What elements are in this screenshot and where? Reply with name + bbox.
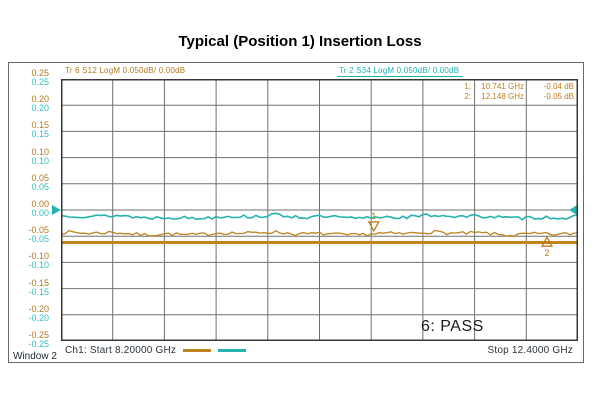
start-frequency-text: Ch1: Start 8.20000 GHz — [65, 345, 177, 356]
window-number-label: Window 2 — [13, 351, 57, 362]
stimulus-start-label: Ch1: Start 8.20000 GHz — [65, 345, 247, 356]
y-axis-label-trace2: -0.15 — [28, 286, 49, 297]
y-axis-label-trace6: 0.05 — [31, 172, 49, 183]
y-axis-label-trace2: -0.05 — [28, 234, 49, 245]
y-axis-label-trace2: -0.25 — [28, 339, 49, 349]
y-axis-label-trace6: 0.20 — [31, 94, 49, 105]
reference-level-indicator-left — [52, 205, 61, 215]
y-axis-label-trace2: 0.25 — [31, 77, 49, 87]
marker-2-label: 2 — [544, 248, 549, 258]
marker2-number: 2: — [464, 92, 471, 101]
y-axis-label-trace2: 0.00 — [31, 208, 49, 218]
marker1-frequency: 10.741 GHz — [481, 82, 524, 91]
graticule-plot: 12 — [52, 79, 579, 341]
trace2-color-swatch — [218, 348, 247, 352]
y-axis-label-trace6: -0.15 — [28, 277, 49, 288]
trace-s12 — [60, 229, 579, 237]
y-axis-label-trace2: -0.20 — [28, 312, 49, 323]
stimulus-stop-label: Stop 12.4000 GHz — [487, 345, 573, 356]
y-axis-label-trace6: 0.25 — [31, 68, 49, 78]
marker-2-symbol[interactable] — [540, 235, 554, 247]
y-axis-label-trace6: -0.10 — [28, 251, 49, 262]
trace2-header-label: Tr 2 S34 LogM 0.050dB/ 0.00dB — [337, 66, 464, 77]
page-title: Typical (Position 1) Insertion Loss — [178, 33, 422, 50]
measurement-window: Tr 6 S12 LogM 0.050dB/ 0.00dB Tr 2 S34 L… — [8, 62, 584, 363]
y-axis-label-trace6: -0.25 — [28, 330, 49, 340]
marker1-number: 1: — [464, 82, 471, 91]
marker2-value: -0.05 dB — [543, 92, 574, 101]
y-axis-label-trace2: 0.10 — [31, 155, 49, 166]
marker-1-label: 1 — [371, 211, 376, 221]
y-axis-label-trace2: 0.15 — [31, 129, 49, 140]
limit-test-status: 6: PASS — [421, 318, 484, 335]
y-axis-label-trace2: 0.20 — [31, 103, 49, 114]
y-axis-label-trace6: 0.00 — [31, 199, 49, 209]
y-axis-label-trace6: -0.05 — [28, 225, 49, 236]
reference-level-indicator-right — [569, 205, 577, 215]
y-axis-label-trace2: 0.05 — [31, 181, 49, 192]
y-axis-label-trace2: -0.10 — [28, 260, 49, 271]
trace6-header[interactable]: Tr 6 S12 LogM 0.050dB/ 0.00dB — [65, 66, 186, 75]
marker1-value: -0.04 dB — [543, 82, 574, 91]
trace-s34 — [60, 212, 579, 221]
marker-1-symbol[interactable] — [367, 221, 380, 233]
marker2-frequency: 12.148 GHz — [481, 92, 524, 101]
trace6-color-swatch — [183, 348, 212, 352]
y-axis-label-trace6: 0.10 — [31, 146, 49, 157]
trace2-header[interactable]: Tr 2 S34 LogM 0.050dB/ 0.00dB — [337, 66, 464, 77]
plot-border — [61, 79, 578, 341]
y-axis-label-trace6: -0.20 — [28, 303, 49, 314]
y-axis-label-trace6: 0.15 — [31, 120, 49, 131]
